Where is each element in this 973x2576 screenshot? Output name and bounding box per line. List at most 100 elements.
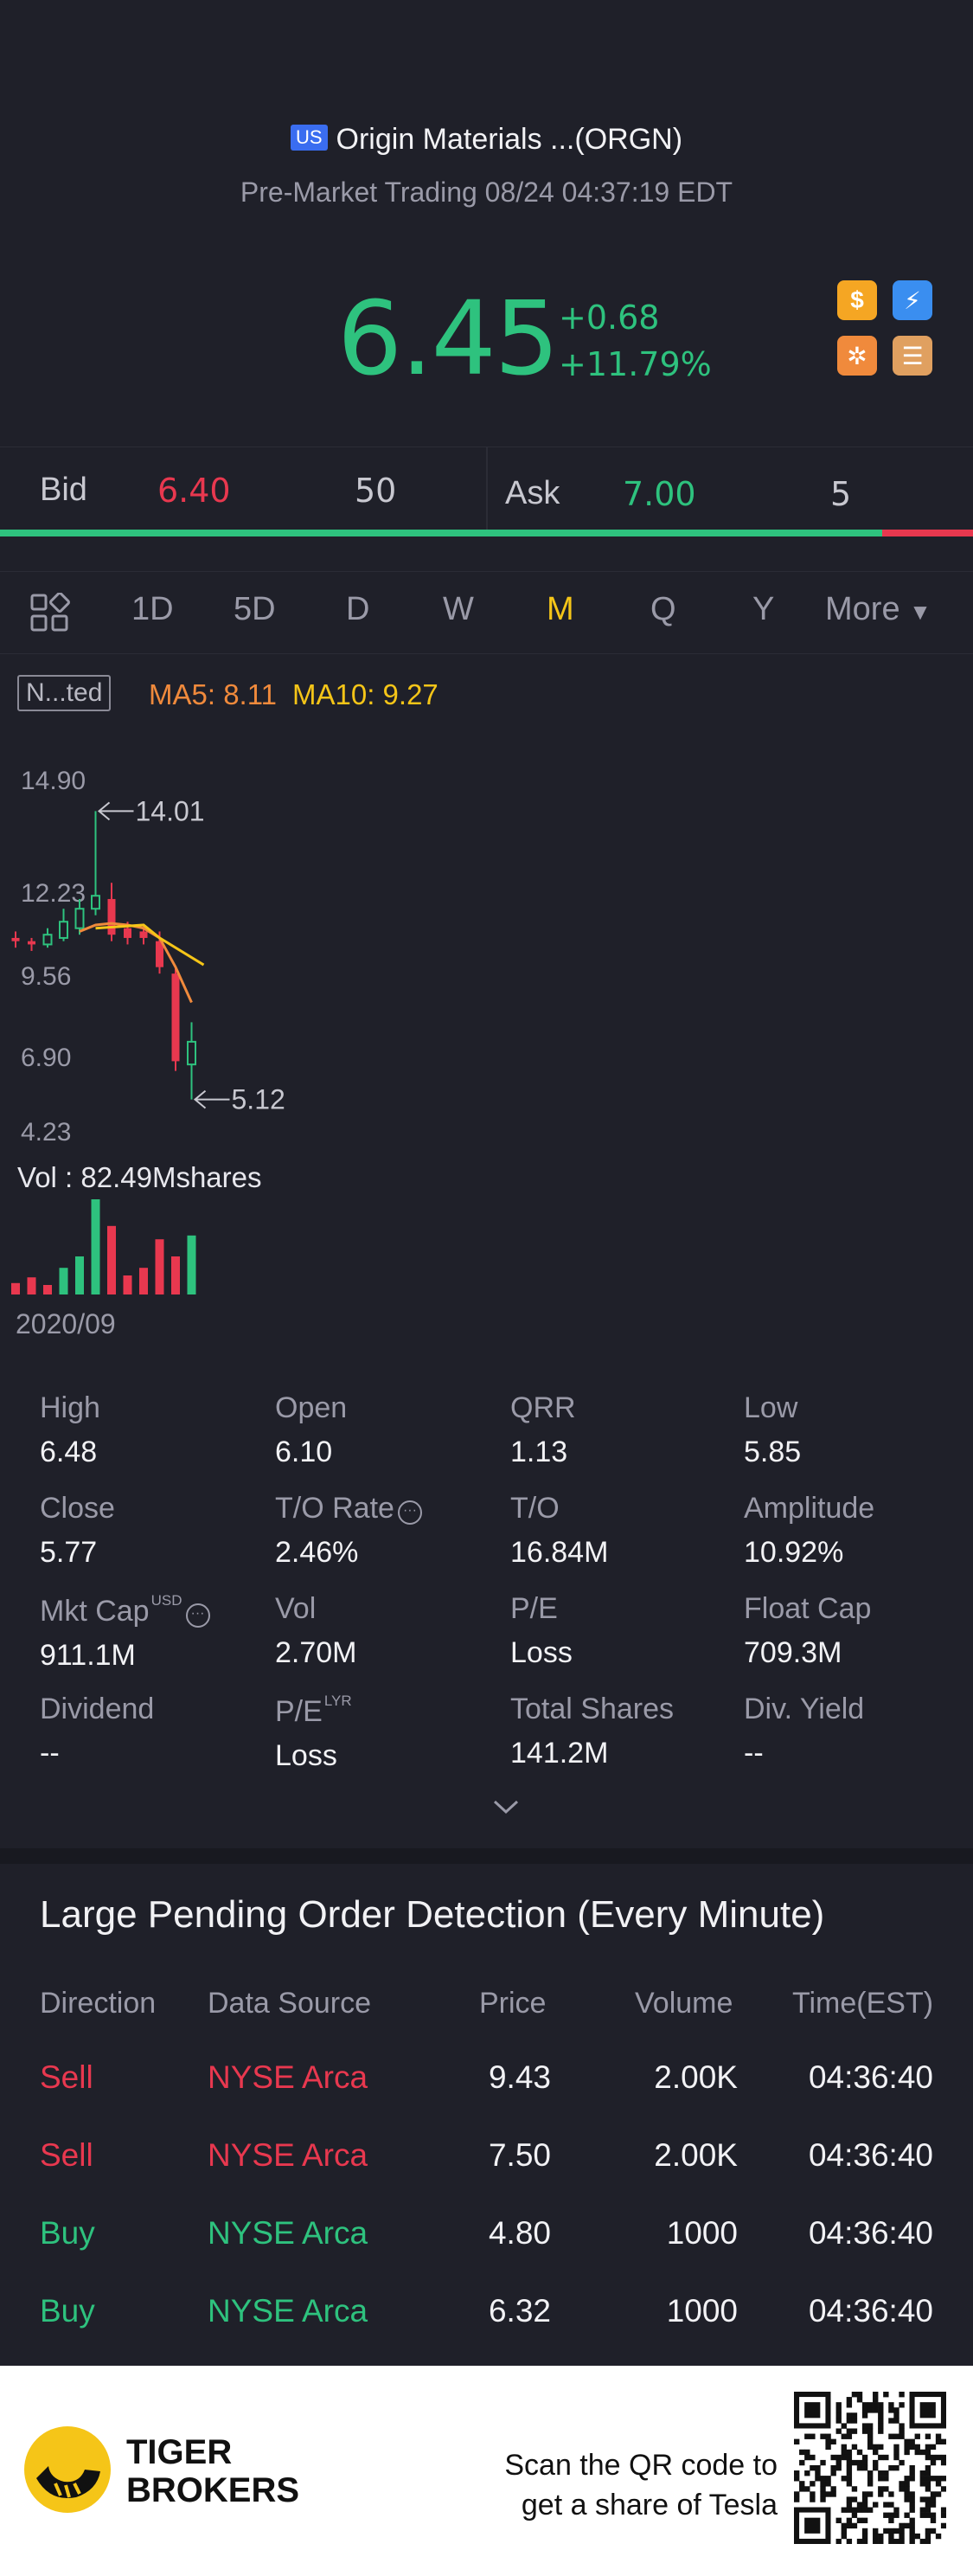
stat-label: Div. Yield xyxy=(744,1693,865,1725)
volume-bar xyxy=(75,1256,84,1294)
indicator-selector[interactable]: N...ted xyxy=(17,675,112,711)
candle-body xyxy=(139,931,148,938)
order-price: 6.32 xyxy=(488,2293,551,2329)
stat-key: P/E LYR xyxy=(275,1693,500,1729)
high-marker-label: 14.01 xyxy=(136,795,205,826)
lightning-1-icon[interactable]: ⚡ xyxy=(893,280,932,320)
table-row[interactable]: Sell NYSE Arca 9.43 2.00K 04:36:40 xyxy=(0,2059,973,2137)
scan-line-2: get a share of Tesla xyxy=(521,2489,778,2521)
candle-body xyxy=(42,934,53,946)
ma10-value: MA10: 9.27 xyxy=(292,678,438,710)
volume-chart xyxy=(11,1199,196,1294)
y-tick-label: 4.23 xyxy=(21,1118,72,1147)
tab-more-label: More xyxy=(825,591,900,627)
tab-y[interactable]: Y xyxy=(752,591,775,627)
volume-bar xyxy=(139,1268,148,1294)
tab-w[interactable]: W xyxy=(443,591,474,627)
stat-key: Open xyxy=(275,1391,500,1425)
ask-label: Ask xyxy=(505,475,560,511)
grid-layout-icon[interactable] xyxy=(29,592,71,634)
stat-label: T/O xyxy=(510,1492,560,1525)
chart-start-date: 2020/09 xyxy=(16,1308,116,1339)
stat-value: 5.85 xyxy=(744,1436,802,1468)
order-source: NYSE Arca xyxy=(208,2137,368,2173)
expand-chevron-icon[interactable] xyxy=(491,1798,521,1821)
order-direction: Buy xyxy=(40,2215,95,2251)
volume-bar xyxy=(155,1239,164,1294)
stat-item: Total Shares 141.2M xyxy=(510,1693,735,1770)
high-marker-arrow xyxy=(97,801,134,821)
stat-key: Dividend xyxy=(40,1693,265,1726)
stat-item: Mkt Cap USD··· 911.1M xyxy=(40,1592,265,1673)
candle-body xyxy=(171,973,180,1062)
stat-key: QRR xyxy=(510,1391,735,1425)
stat-key: T/O xyxy=(510,1492,735,1526)
stat-item: Div. Yield -- xyxy=(744,1693,969,1770)
tab-more[interactable]: More ▼ xyxy=(825,591,931,628)
candle-body xyxy=(28,941,35,945)
stat-label: Amplitude xyxy=(744,1492,875,1525)
candlestick-chart[interactable]: 14.01 5.12 xyxy=(0,761,973,1142)
stock-title[interactable]: US Origin Materials ...(ORGN) xyxy=(0,123,973,157)
info-icon[interactable]: ··· xyxy=(185,1603,210,1628)
y-tick-label: 12.23 xyxy=(21,879,86,908)
candle-body xyxy=(74,908,85,929)
stat-item: Float Cap 709.3M xyxy=(744,1592,969,1670)
options-icon[interactable]: ✲ xyxy=(837,336,877,376)
candle-body xyxy=(124,928,131,938)
scan-text: Scan the QR code to get a share of Tesla xyxy=(504,2445,778,2525)
stat-value: 2.70M xyxy=(275,1636,357,1669)
info-icon[interactable]: ··· xyxy=(397,1500,422,1525)
tab-5d[interactable]: 5D xyxy=(234,591,276,627)
order-source: NYSE Arca xyxy=(208,2215,368,2251)
volume-bar xyxy=(27,1277,36,1294)
quote-header: US Origin Materials ...(ORGN) Pre-Market … xyxy=(0,0,973,446)
bid-label: Bid xyxy=(40,472,87,508)
stat-item: P/E Loss xyxy=(510,1592,735,1670)
order-volume: 1000 xyxy=(666,2293,738,2329)
stat-label: P/E xyxy=(275,1695,323,1728)
table-row[interactable]: Sell NYSE Arca 7.50 2.00K 04:36:40 xyxy=(0,2137,973,2215)
stat-label: Close xyxy=(40,1492,115,1525)
session-status: Pre-Market Trading 08/24 04:37:19 EDT xyxy=(240,177,733,208)
candle-body xyxy=(107,898,116,935)
stat-value: 6.10 xyxy=(275,1436,333,1468)
tab-m[interactable]: M xyxy=(547,591,574,627)
table-row[interactable]: Buy NYSE Arca 4.80 1000 04:36:40 xyxy=(0,2215,973,2293)
stat-item: P/E LYR Loss xyxy=(275,1693,500,1773)
dollar-icon[interactable]: $ xyxy=(837,280,877,320)
ask-price: 7.00 xyxy=(623,475,696,513)
stat-value: 6.48 xyxy=(40,1436,98,1468)
order-time: 04:36:40 xyxy=(808,2215,933,2251)
table-row[interactable]: Buy NYSE Arca 6.32 1000 04:36:40 xyxy=(0,2293,973,2371)
stat-label: T/O Rate xyxy=(275,1492,394,1525)
stat-label: Dividend xyxy=(40,1693,155,1725)
col-header-direction: Direction xyxy=(40,1987,157,2020)
order-volume: 2.00K xyxy=(654,2137,738,2173)
qr-code-icon[interactable] xyxy=(794,2392,946,2544)
stat-value: -- xyxy=(744,1737,764,1770)
stat-key: P/E xyxy=(510,1592,735,1626)
market-badge: US xyxy=(290,125,328,151)
layers-a-icon[interactable]: ☰ xyxy=(893,336,932,376)
stat-item: QRR 1.13 xyxy=(510,1391,735,1469)
stat-item: T/O 16.84M xyxy=(510,1492,735,1570)
tab-q[interactable]: Q xyxy=(650,591,676,627)
bid-price: 6.40 xyxy=(157,472,231,510)
tab-d[interactable]: D xyxy=(346,591,370,627)
stat-key: Total Shares xyxy=(510,1693,735,1726)
stat-label: Float Cap xyxy=(744,1592,872,1625)
stat-item: Open 6.10 xyxy=(275,1391,500,1469)
stock-name: Origin Materials ...(ORGN) xyxy=(336,123,683,156)
stat-item: T/O Rate ··· 2.46% xyxy=(275,1492,500,1570)
stat-value: 709.3M xyxy=(744,1636,842,1669)
stat-label: Mkt Cap xyxy=(40,1595,150,1628)
order-price: 7.50 xyxy=(488,2137,551,2173)
stat-label: Low xyxy=(744,1391,798,1424)
ma10-line xyxy=(95,923,205,967)
order-source: NYSE Arca xyxy=(208,2059,368,2095)
tab-1d[interactable]: 1D xyxy=(131,591,174,627)
volume-bar xyxy=(11,1282,20,1294)
col-header-price: Price xyxy=(479,1987,547,2020)
stat-key: Amplitude xyxy=(744,1492,969,1526)
